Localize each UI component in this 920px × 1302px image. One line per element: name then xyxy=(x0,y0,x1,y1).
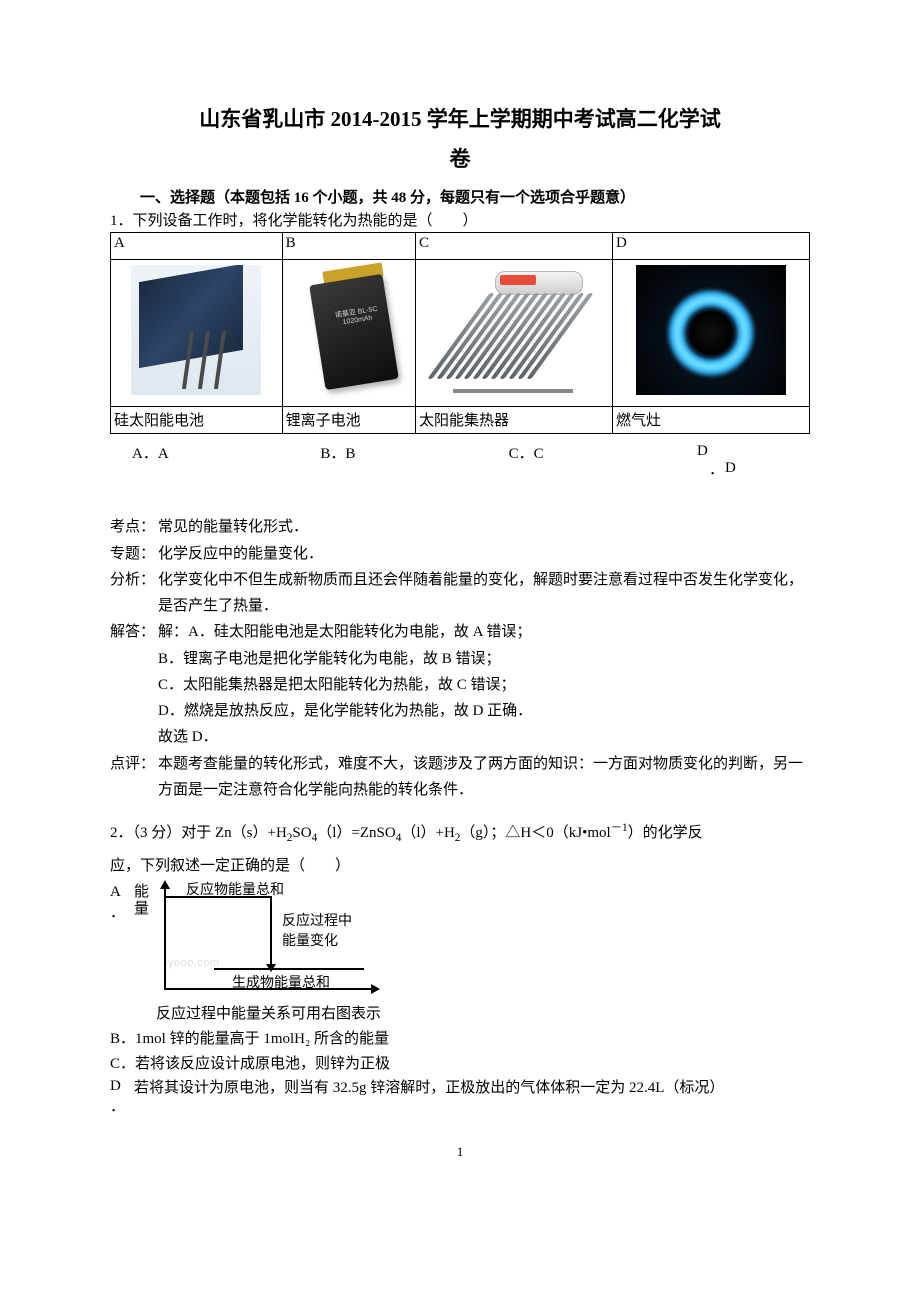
energy-diagram: Jyeoo.com 反应物能量总和 反应过程中 能量变化 生成物能量总和 xyxy=(158,882,380,1000)
jieda-label: 解答： xyxy=(110,619,158,645)
dianping-text: 本题考查能量的转化形式，难度不大，该题涉及了两方面的知识：一方面对物质变化的判断… xyxy=(158,751,810,804)
page-number: 1 xyxy=(110,1144,810,1160)
q2-option-a: A ． 能 量 Jyeoo.com 反应物能量总和 反应过程中 能量变化 生成物… xyxy=(110,882,810,1000)
diagram-bot-label: 生成物能量总和 xyxy=(232,972,330,995)
cell-header-a: A xyxy=(111,232,283,259)
title: 山东省乳山市 2014-2015 学年上学期期中考试高二化学试 卷 xyxy=(110,100,810,180)
q2-stem: 2．（3 分）对于 Zn（s）+H2SO4（l）=ZnSO4（l）+H2（g）；… xyxy=(110,817,810,882)
zhuanti-text: 化学反应中的能量变化． xyxy=(158,541,810,567)
choice-c: C．C xyxy=(509,442,697,501)
option-d-letter: D ． xyxy=(110,1076,134,1118)
table-row: 诺基亚 BL-5C 1020mAh xyxy=(111,259,810,406)
kaodian-text: 常见的能量转化形式． xyxy=(158,514,810,540)
kaodian-label: 考点： xyxy=(110,514,158,540)
title-line2: 卷 xyxy=(450,147,471,171)
option-a-vert: 能 量 xyxy=(134,882,156,917)
cell-img-b: 诺基亚 BL-5C 1020mAh xyxy=(282,259,415,406)
jieda-a: 解：A．硅太阳能电池是太阳能转化为电能，故 A 错误； xyxy=(158,619,810,645)
cell-img-d xyxy=(612,259,809,406)
table-row: 硅太阳能电池 锂离子电池 太阳能集热器 燃气灶 xyxy=(111,406,810,433)
choice-b: B．B xyxy=(320,442,508,501)
cell-caption-a: 硅太阳能电池 xyxy=(111,406,283,433)
q1-table: A B C D 诺基亚 BL-5C 1020mAh xyxy=(110,232,810,434)
q2-stem-line2: 应，下列叙述一定正确的是（ ） xyxy=(110,858,350,874)
jieda-end: 故选 D． xyxy=(158,724,810,750)
diagram-top-label: 反应物能量总和 xyxy=(186,879,284,902)
watermark: Jyeoo.com xyxy=(162,954,220,972)
option-d-text: 若将其设计为原电池，则当有 32.5g 锌溶解时，正极放出的气体体积一定为 22… xyxy=(134,1076,810,1118)
table-row: A B C D xyxy=(111,232,810,259)
option-a-letter: A ． xyxy=(110,882,134,924)
document-page: 山东省乳山市 2014-2015 学年上学期期中考试高二化学试 卷 一、选择题（… xyxy=(0,0,920,1200)
q2-option-c: C．若将该反应设计成原电池，则锌为正极 xyxy=(110,1052,810,1077)
cell-caption-c: 太阳能集热器 xyxy=(416,406,613,433)
cell-caption-d: 燃气灶 xyxy=(612,406,809,433)
zhuanti-label: 专题： xyxy=(110,541,158,567)
choice-a: A．A xyxy=(110,442,320,501)
title-line1: 山东省乳山市 2014-2015 学年上学期期中考试高二化学试 xyxy=(199,107,721,131)
solar-panel-icon xyxy=(131,265,261,395)
cell-header-d: D xyxy=(612,232,809,259)
q1-choices: A．A B．B C．C D ． D xyxy=(110,442,810,501)
fenxi-label: 分析： xyxy=(110,567,158,620)
fenxi-text: 化学变化中不但生成新物质而且还会伴随着能量的变化，解题时要注意看过程中否发生化学… xyxy=(158,567,810,620)
q1-answer: 考点：常见的能量转化形式． 专题：化学反应中的能量变化． 分析：化学变化中不但生… xyxy=(110,514,810,803)
gas-stove-icon xyxy=(636,265,786,395)
diagram-mid-label2: 能量变化 xyxy=(282,930,338,953)
dianping-label: 点评： xyxy=(110,751,158,804)
jieda-c: C．太阳能集热器是把太阳能转化为热能，故 C 错误； xyxy=(158,672,810,698)
q2-option-b: B．1mol 锌的能量高于 1molH₂ 所含的能量 xyxy=(110,1027,810,1052)
option-a-caption: 反应过程中能量关系可用右图表示 xyxy=(156,1002,810,1027)
cell-caption-b: 锂离子电池 xyxy=(282,406,415,433)
solar-heater-icon xyxy=(439,265,589,395)
section-header: 一、选择题（本题包括 16 个小题，共 48 分，每题只有一个选项合乎题意） xyxy=(110,186,810,207)
choice-d: D ． D xyxy=(697,442,810,501)
q2-options: A ． 能 量 Jyeoo.com 反应物能量总和 反应过程中 能量变化 生成物… xyxy=(110,882,810,1118)
q1-stem: 1．下列设备工作时，将化学能转化为热能的是（ ） xyxy=(110,209,810,230)
q2-option-d: D ． 若将其设计为原电池，则当有 32.5g 锌溶解时，正极放出的气体体积一定… xyxy=(110,1076,810,1118)
cell-img-a xyxy=(111,259,283,406)
jieda-b: B．锂离子电池是把化学能转化为电能，故 B 错误； xyxy=(158,646,810,672)
jieda-d: D．燃烧是放热反应，是化学能转化为热能，故 D 正确． xyxy=(158,698,810,724)
cell-img-c xyxy=(416,259,613,406)
cell-header-c: C xyxy=(416,232,613,259)
cell-header-b: B xyxy=(282,232,415,259)
battery-icon: 诺基亚 BL-5C 1020mAh xyxy=(299,265,399,395)
